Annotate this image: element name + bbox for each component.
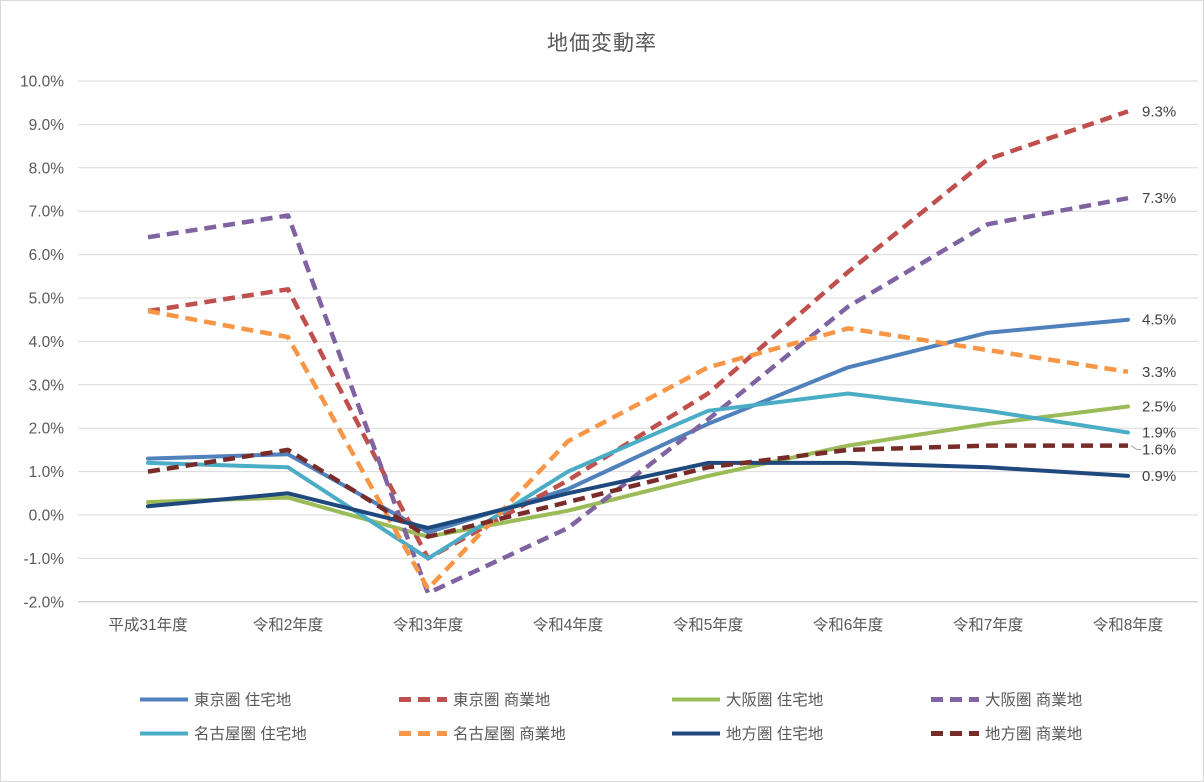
legend-item-tokyo-residential[interactable]: 東京圏 住宅地 bbox=[139, 690, 292, 709]
legend-swatch-nagoya-residential bbox=[140, 731, 188, 735]
legend-label-regional-residential: 地方圏 住宅地 bbox=[726, 726, 824, 743]
legend-swatch-regional-residential bbox=[672, 731, 720, 735]
legend-swatch-osaka-residential bbox=[672, 697, 720, 701]
series-line-nagoya-residential[interactable] bbox=[146, 391, 1130, 561]
legend-item-osaka-commercial[interactable]: 大阪圏 商業地 bbox=[930, 690, 1083, 709]
end-label-tokyo-commercial: 9.3% bbox=[1142, 103, 1176, 120]
legend-swatch-osaka-commercial bbox=[931, 696, 979, 702]
y-tick-label: -1.0% bbox=[24, 551, 65, 568]
x-tick-label: 令和8年度 bbox=[1093, 616, 1164, 634]
x-tick-label: 令和5年度 bbox=[673, 616, 744, 634]
legend-label-tokyo-residential: 東京圏 住宅地 bbox=[194, 692, 292, 709]
y-tick-label: 9.0% bbox=[29, 117, 65, 134]
end-label-leader-line bbox=[1130, 445, 1141, 450]
x-tick-label: 令和6年度 bbox=[813, 616, 884, 634]
legend-swatch-regional-commercial bbox=[931, 730, 979, 736]
x-tick-label: 平成31年度 bbox=[108, 616, 187, 634]
legend-item-osaka-residential[interactable]: 大阪圏 住宅地 bbox=[671, 690, 824, 709]
legend-swatch-tokyo-residential bbox=[140, 697, 188, 701]
y-tick-label: 5.0% bbox=[29, 291, 65, 308]
series-line-tokyo-residential[interactable] bbox=[146, 317, 1130, 535]
y-tick-label: 2.0% bbox=[29, 421, 65, 438]
y-tick-label: -2.0% bbox=[24, 594, 65, 611]
y-tick-label: 0.0% bbox=[29, 508, 65, 525]
legend-swatch-nagoya-commercial bbox=[399, 730, 447, 736]
y-tick-label: 3.0% bbox=[29, 377, 65, 394]
legend-item-regional-commercial[interactable]: 地方圏 商業地 bbox=[930, 724, 1083, 743]
legend-label-regional-commercial: 地方圏 商業地 bbox=[985, 726, 1083, 743]
end-label-regional-residential: 0.9% bbox=[1142, 468, 1176, 485]
y-tick-label: 1.0% bbox=[29, 464, 65, 481]
x-tick-label: 令和2年度 bbox=[253, 616, 324, 634]
legend-label-nagoya-residential: 名古屋圏 住宅地 bbox=[194, 726, 307, 743]
series-line-tokyo-commercial[interactable] bbox=[147, 109, 1129, 561]
legend-label-nagoya-commercial: 名古屋圏 商業地 bbox=[453, 726, 566, 743]
end-label-nagoya-commercial: 3.3% bbox=[1142, 364, 1176, 381]
end-label-nagoya-residential: 1.9% bbox=[1142, 425, 1176, 442]
series-line-regional-commercial[interactable] bbox=[147, 443, 1128, 539]
series-line-osaka-residential[interactable] bbox=[146, 404, 1130, 539]
legend-item-regional-residential[interactable]: 地方圏 住宅地 bbox=[671, 724, 824, 743]
end-label-osaka-residential: 2.5% bbox=[1142, 399, 1176, 416]
x-tick-label: 令和3年度 bbox=[393, 616, 464, 634]
legend-label-osaka-residential: 大阪圏 住宅地 bbox=[726, 692, 824, 709]
y-tick-label: 8.0% bbox=[29, 160, 65, 177]
x-tick-label: 令和7年度 bbox=[953, 616, 1024, 634]
legend-label-tokyo-commercial: 東京圏 商業地 bbox=[453, 692, 551, 709]
series-line-osaka-commercial[interactable] bbox=[147, 195, 1129, 596]
legend-item-nagoya-commercial[interactable]: 名古屋圏 商業地 bbox=[398, 724, 566, 743]
legend-item-tokyo-commercial[interactable]: 東京圏 商業地 bbox=[398, 690, 551, 709]
legend-item-nagoya-residential[interactable]: 名古屋圏 住宅地 bbox=[139, 724, 307, 743]
x-tick-label: 令和4年度 bbox=[533, 616, 604, 634]
y-tick-label: 10.0% bbox=[20, 74, 64, 91]
series-line-nagoya-commercial[interactable] bbox=[147, 308, 1129, 592]
end-label-osaka-commercial: 7.3% bbox=[1142, 190, 1176, 207]
end-label-tokyo-residential: 4.5% bbox=[1142, 312, 1176, 329]
chart-title: 地価変動率 bbox=[547, 32, 657, 55]
y-tick-label: 6.0% bbox=[29, 247, 65, 264]
series-line-regional-residential[interactable] bbox=[146, 460, 1130, 530]
legend-swatch-tokyo-commercial bbox=[399, 696, 447, 702]
end-label-regional-commercial: 1.6% bbox=[1142, 442, 1176, 459]
legend-label-osaka-commercial: 大阪圏 商業地 bbox=[985, 692, 1083, 709]
y-tick-label: 7.0% bbox=[29, 204, 65, 221]
y-tick-label: 4.0% bbox=[29, 334, 65, 351]
